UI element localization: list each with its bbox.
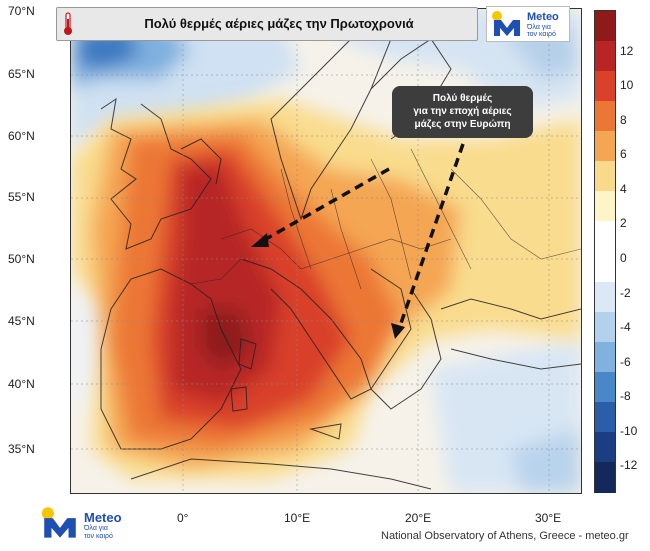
colorbar-tick-label: 0 xyxy=(620,251,627,265)
temperature-anomaly-map xyxy=(71,9,581,493)
colorbar-segment xyxy=(595,341,615,373)
annotation-line-3: μάζες στην Ευρώπη xyxy=(414,119,511,130)
lon-label-30e: 30°E xyxy=(535,511,562,525)
map-title: Πολύ θερμές αέριες μάζες την Πρωτοχρονιά xyxy=(144,16,414,31)
colorbar-segment xyxy=(595,191,615,222)
colorbar-segment xyxy=(595,371,615,403)
brand-tagline-2: τον καιρό xyxy=(527,31,556,38)
colorbar-segment xyxy=(595,131,615,162)
lat-label-40: 40°N xyxy=(8,377,35,391)
colorbar-tick-label: -2 xyxy=(620,285,631,300)
colorbar-tick-label: 6 xyxy=(620,147,627,162)
colorbar xyxy=(594,10,616,493)
colorbar-segment xyxy=(595,221,615,252)
colorbar-segment xyxy=(595,431,615,463)
lon-label-10e: 10°E xyxy=(284,511,311,525)
meteo-logo-icon xyxy=(41,507,76,538)
colorbar-segment xyxy=(595,161,615,192)
annotation-callout: Πολύ θερμές για την εποχή αέριες μάζες σ… xyxy=(392,86,533,138)
colorbar-tick-label: -4 xyxy=(620,320,631,335)
lat-label-45: 45°N xyxy=(8,314,35,328)
colorbar-segment xyxy=(595,281,615,313)
map-area xyxy=(70,8,582,494)
coastlines xyxy=(100,18,581,490)
annotation-arrows xyxy=(251,143,465,339)
lat-label-70: 70°N xyxy=(8,4,35,18)
colorbar-segment xyxy=(595,11,615,42)
colorbar-segment xyxy=(595,71,615,102)
brand-name: Meteo xyxy=(527,11,559,23)
colorbar-tick-label: -10 xyxy=(620,423,638,438)
lat-label-50: 50°N xyxy=(8,252,35,266)
brand-name: Meteo xyxy=(84,510,122,525)
title-banner: Πολύ θερμές αέριες μάζες την Πρωτοχρονιά xyxy=(56,7,478,41)
colorbar-tick-label: 8 xyxy=(620,112,627,127)
lon-label-0: 0° xyxy=(177,511,189,525)
lat-label-55: 55°N xyxy=(8,190,35,204)
annotation-line-1: Πολύ θερμές xyxy=(432,93,493,104)
lat-label-65: 65°N xyxy=(8,67,35,81)
colorbar-segment xyxy=(595,311,615,343)
lon-label-20e: 20°E xyxy=(405,511,432,525)
colorbar-tick-label: 4 xyxy=(620,181,627,196)
brand-logo-top: Meteo Όλα για τον καιρό xyxy=(486,6,570,42)
colorbar-segment xyxy=(595,401,615,433)
brand-tagline-2: τον καιρό xyxy=(84,533,113,540)
brand-tagline-1: Όλα για xyxy=(527,24,551,31)
annotation-line-2: για την εποχή αέριες xyxy=(413,106,512,117)
colorbar-segment xyxy=(595,101,615,132)
colorbar-segment xyxy=(595,461,615,493)
lat-label-60: 60°N xyxy=(8,129,35,143)
colorbar-tick-label: -8 xyxy=(620,389,631,404)
colorbar-tick-label: 12 xyxy=(620,43,634,58)
colorbar-tick-label: -12 xyxy=(620,458,638,473)
source-credit: National Observatory of Athens, Greece -… xyxy=(381,530,629,542)
colorbar-tick-label: 10 xyxy=(620,78,634,93)
lat-label-35: 35°N xyxy=(8,442,35,456)
colorbar-tick-label: 2 xyxy=(620,216,627,231)
colorbar-segment xyxy=(595,41,615,72)
colorbar-segment xyxy=(595,251,615,283)
meteo-logo-icon xyxy=(492,11,520,36)
thermometer-icon xyxy=(64,12,72,35)
brand-logo-bottom: Meteo Όλα για τον καιρό xyxy=(40,504,132,544)
brand-tagline-1: Όλα για xyxy=(84,525,108,532)
colorbar-tick-label: -6 xyxy=(620,354,631,369)
